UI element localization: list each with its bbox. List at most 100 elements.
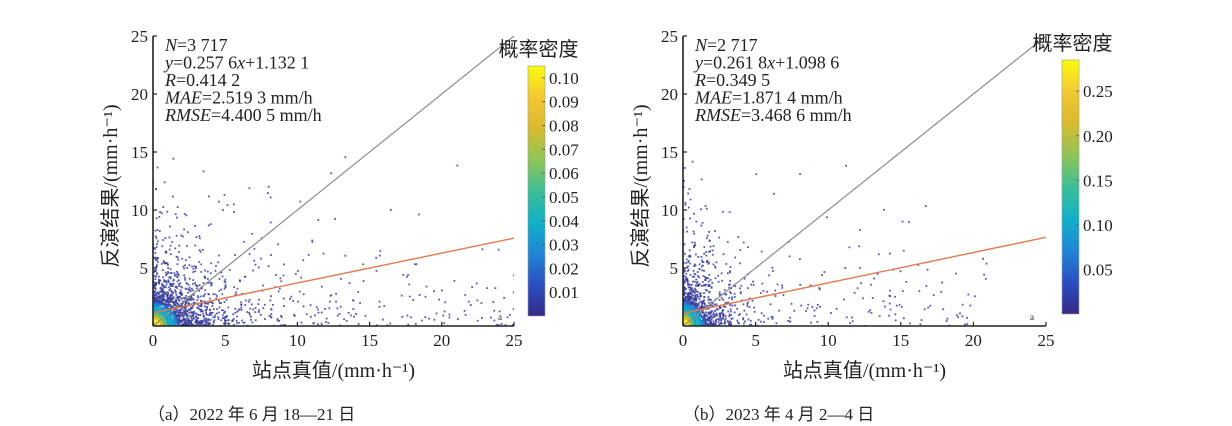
scatter-point (693, 263, 696, 266)
scatter-point (258, 309, 261, 312)
scatter-point (690, 296, 693, 299)
scatter-point (481, 248, 484, 251)
scatter-point (155, 304, 158, 307)
scatter-point (161, 296, 164, 299)
scatter-point (252, 269, 254, 272)
scatter-point (701, 317, 704, 320)
scatter-point (774, 289, 777, 292)
scatter-point (257, 266, 260, 269)
scatter-point (220, 302, 222, 304)
scatter-point (320, 322, 323, 325)
scatter-point (918, 290, 921, 293)
scatter-point (766, 290, 769, 293)
scatter-point (163, 306, 166, 309)
scatter-point (254, 307, 257, 309)
scatter-point (705, 283, 708, 286)
scatter-point (188, 311, 191, 314)
scatter-point (705, 207, 708, 210)
scatter-point (168, 236, 171, 239)
scatter-point (181, 312, 184, 315)
scatter-point (686, 280, 689, 283)
scatter-point (974, 295, 976, 298)
scatter-point (184, 311, 187, 314)
scatter-point (702, 321, 705, 324)
scatter-point (204, 269, 206, 272)
scatter-point (174, 299, 177, 302)
scatter-point (929, 304, 932, 307)
scatter-point (722, 314, 724, 317)
scatter-point (235, 291, 238, 294)
scatter-point (158, 230, 161, 233)
scatter-point (701, 221, 704, 224)
scatter-point (199, 295, 202, 298)
scatter-point (375, 269, 378, 272)
scatter-point (267, 265, 270, 268)
scatter-point (705, 319, 708, 321)
scatter-point (683, 286, 685, 289)
scatter-point (211, 311, 214, 314)
scatter-point (453, 279, 456, 282)
scatter-point (684, 278, 687, 280)
x-tick-label: 5 (221, 331, 230, 350)
scatter-point (167, 298, 170, 301)
scatter-point (728, 323, 730, 326)
scatter-point (174, 213, 177, 216)
scatter-point (711, 249, 714, 252)
scatter-point (161, 269, 164, 271)
scatter-point (257, 303, 260, 306)
scatter-point (191, 297, 194, 300)
scatter-point (702, 261, 705, 263)
scatter-point (178, 244, 181, 247)
scatter-point (210, 301, 213, 303)
scatter-point (327, 322, 330, 325)
scatter-point (165, 301, 168, 304)
scatter-point (700, 178, 703, 181)
scatter-point (309, 315, 312, 318)
scatter-point (183, 313, 186, 315)
scatter-point (205, 311, 207, 314)
scatter-point (870, 283, 872, 286)
scatter-point (167, 279, 170, 282)
scatter-point (188, 264, 191, 266)
scatter-point (815, 307, 818, 310)
scatter-point (711, 281, 714, 284)
scatter-point (692, 269, 695, 272)
scatter-point (513, 274, 514, 277)
scatter-point (233, 286, 236, 289)
scatter-point (686, 304, 689, 306)
stat-rmse-symbol: RMSE (164, 105, 211, 125)
scatter-point (688, 249, 691, 252)
scatter-point (752, 283, 755, 286)
scatter-point (270, 308, 273, 311)
scatter-point (292, 300, 295, 302)
scatter-point (222, 309, 225, 312)
scatter-point (704, 323, 707, 325)
scatter-point (162, 206, 165, 209)
scatter-point (185, 297, 187, 300)
scatter-point (687, 206, 690, 209)
scatter-point (739, 249, 742, 251)
scatter-point (767, 317, 770, 320)
scatter-point (169, 276, 172, 278)
scatter-point (184, 303, 187, 306)
scatter-point (223, 194, 226, 196)
scatter-point (739, 287, 741, 290)
scatter-point (878, 315, 881, 318)
scatter-point (160, 303, 163, 306)
scatter-point (697, 255, 700, 258)
scatter-point (236, 322, 238, 325)
scatter-point (702, 284, 705, 287)
scatter-point (317, 308, 319, 311)
scatter-point (168, 309, 171, 312)
scatter-point (171, 322, 174, 325)
scatter-point (721, 279, 724, 282)
scatter-point (771, 318, 774, 320)
scatter-point (184, 323, 186, 325)
scatter-point (697, 302, 700, 305)
scatter-point (877, 253, 880, 256)
scatter-point (276, 319, 279, 322)
scatter-point (174, 290, 177, 293)
scatter-point (716, 307, 718, 310)
scatter-point (711, 253, 714, 256)
scatter-point (724, 301, 727, 304)
